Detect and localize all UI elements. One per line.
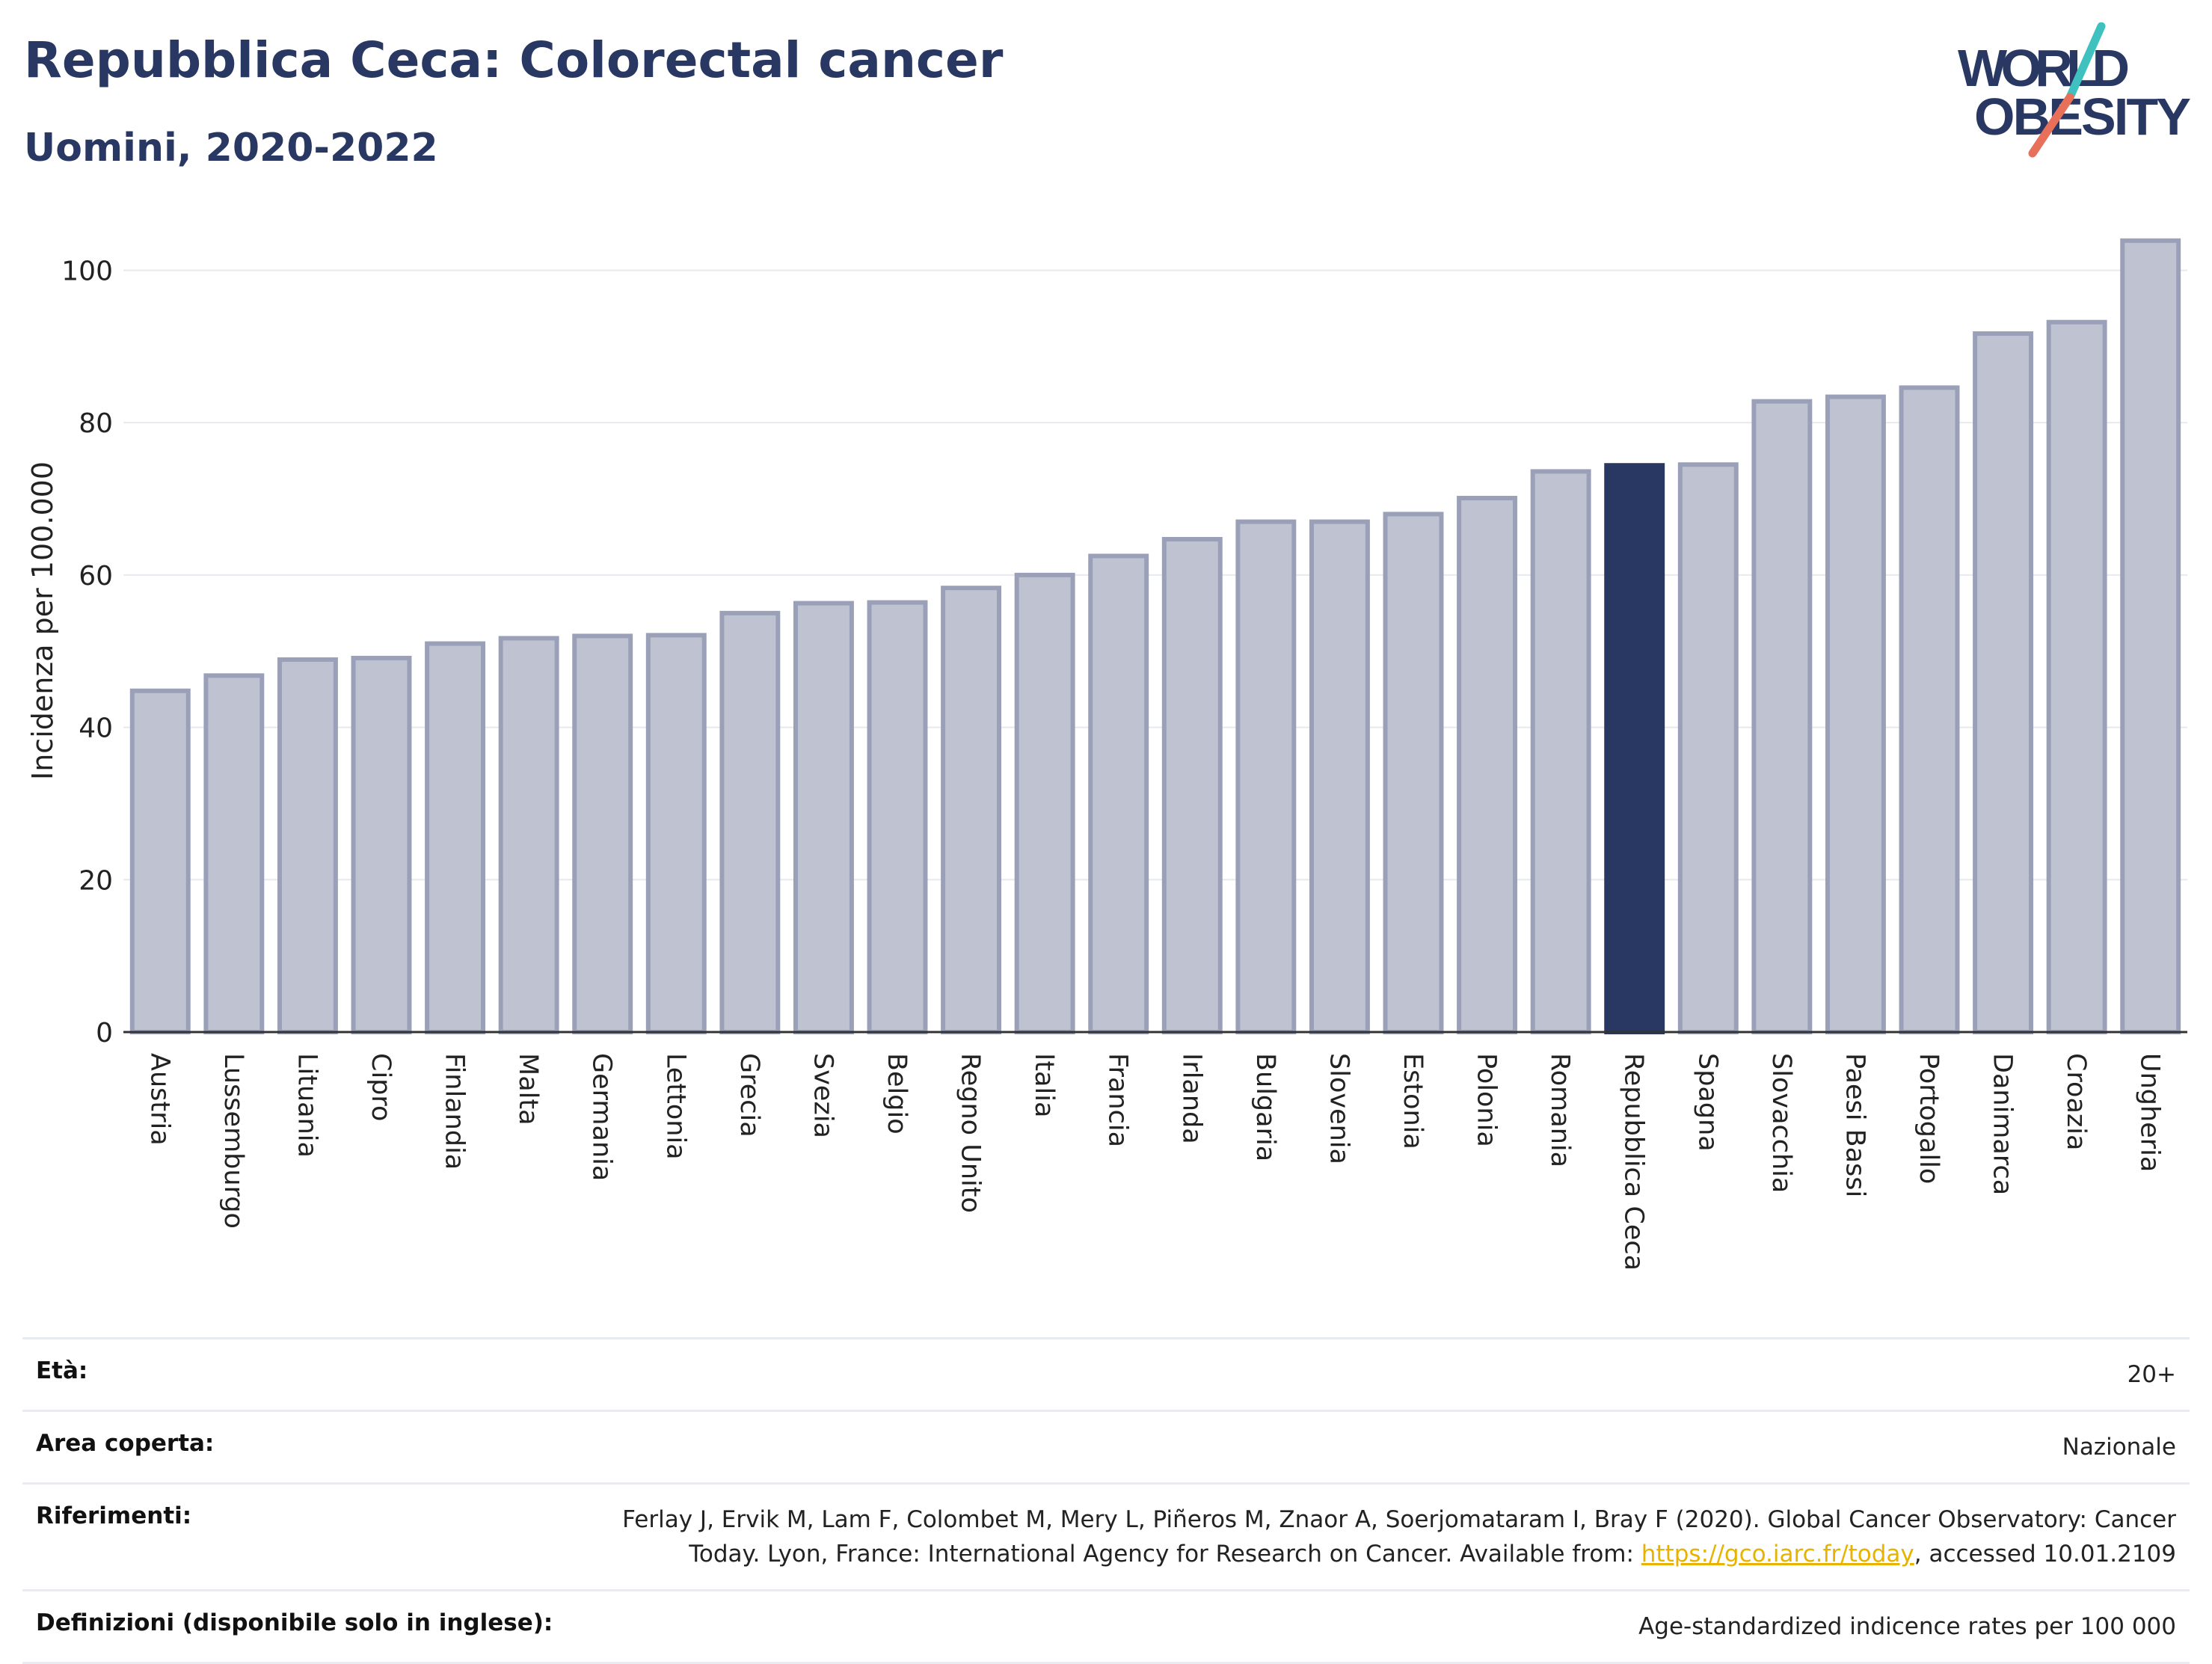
x-tick-label: Malta (513, 1053, 543, 1126)
x-tick-label: Estonia (1398, 1053, 1428, 1149)
x-tick-label: Bulgaria (1250, 1053, 1280, 1161)
bar (129, 688, 191, 1034)
x-tick-label: Polonia (1472, 1053, 1502, 1147)
y-tick-label: 60 (79, 561, 113, 592)
x-tick-label: Francia (1103, 1053, 1133, 1147)
y-tick-label: 80 (79, 408, 113, 439)
x-tick-label: Lituania (292, 1053, 322, 1158)
x-tick-label: Lettonia (660, 1053, 690, 1160)
bar (1457, 496, 1518, 1034)
reference-text: Ferlay J, Ervik M, Lam F, Colombet M, Me… (622, 1506, 2176, 1568)
bar-chart: 0 20 40 60 80 100 Austria Lussemburgo Lituania Ci… (26, 238, 2187, 1271)
reference-link[interactable]: https://gco.iarc.fr/today (1641, 1541, 1914, 1568)
bar (203, 673, 265, 1034)
bar (1014, 572, 1075, 1034)
x-tick-label: Svezia (808, 1053, 838, 1138)
chart-subtitle: Uomini, 2020-2022 (24, 126, 438, 171)
y-tick-label: 20 (79, 865, 113, 896)
info-row-age: Età: 20+ (22, 1337, 2190, 1410)
x-tick-label: Germania (587, 1053, 617, 1181)
bar (941, 586, 1002, 1034)
bar (351, 655, 412, 1034)
bar (1530, 469, 1591, 1034)
logo-line2: OBESITY (1974, 88, 2191, 146)
bar (719, 610, 781, 1034)
x-tick-label: Regno Unito (956, 1053, 986, 1213)
info-label-area: Area coperta: (36, 1430, 215, 1457)
info-value-age: 20+ (2127, 1361, 2176, 1388)
x-tick-label: Portogallo (1914, 1053, 1944, 1184)
x-tick-label: Ungheria (2135, 1053, 2165, 1172)
x-tick-label: Repubblica Ceca (1619, 1053, 1649, 1271)
bar (1088, 553, 1149, 1034)
x-tick-label: Grecia (734, 1053, 764, 1138)
y-tick-label: 100 (61, 256, 113, 286)
logo-slash-teal (2065, 22, 2106, 102)
bar (1825, 394, 1886, 1034)
x-tick-label: Spagna (1692, 1053, 1722, 1152)
bar (2046, 319, 2107, 1035)
bar (498, 636, 559, 1034)
x-tick-label: Irlanda (1176, 1053, 1206, 1144)
x-tick-label: Lussemburgo (218, 1053, 248, 1229)
bar (277, 657, 338, 1034)
info-row-definitions: Definizioni (disponibile solo in inglese… (22, 1589, 2190, 1664)
bar (1309, 519, 1370, 1034)
bar (1973, 331, 2034, 1035)
y-tick-label: 0 (96, 1018, 113, 1049)
bar (645, 633, 707, 1034)
bar (425, 641, 486, 1034)
bar (1677, 462, 1739, 1034)
info-label-definitions: Definizioni (disponibile solo in inglese… (36, 1609, 553, 1636)
x-tick-label: Danimarca (1988, 1053, 2018, 1195)
info-row-references: Riferimenti: Ferlay J, Ervik M, Lam F, C… (22, 1482, 2190, 1589)
logo-line1: WORLD (1958, 39, 2130, 97)
bar (1161, 537, 1223, 1034)
y-axis-label: Incidenza per 100.000 (26, 461, 59, 780)
info-value-definitions: Age-standardized indicence rates per 100… (1638, 1613, 2176, 1640)
bar (1235, 519, 1297, 1034)
x-tick-label: Slovacchia (1766, 1053, 1796, 1193)
bar (1899, 385, 1960, 1034)
info-table: Età: 20+ Area coperta: Nazionale Riferim… (22, 1337, 2190, 1664)
bar (572, 633, 633, 1034)
bar (1751, 399, 1813, 1034)
x-tick-label: Finlandia (440, 1053, 470, 1170)
bar (793, 601, 854, 1034)
y-tick-label: 40 (79, 713, 113, 744)
x-tick-label: Croazia (2061, 1053, 2091, 1150)
bar (1383, 512, 1444, 1034)
info-label-references: Riferimenti: (36, 1502, 192, 1529)
x-tick-label: Slovenia (1324, 1053, 1354, 1164)
info-label-age: Età: (36, 1357, 88, 1384)
bars (129, 238, 2181, 1035)
bar (2120, 238, 2181, 1034)
bar (867, 600, 928, 1034)
info-value-area: Nazionale (2062, 1434, 2176, 1461)
axes: 0 20 40 60 80 100 Austria Lussemburgo Lituania Ci… (61, 256, 2187, 1271)
info-value-references: Ferlay J, Ervik M, Lam F, Colombet M, Me… (568, 1502, 2176, 1571)
x-tick-label: Cipro (366, 1053, 396, 1121)
reference-accessed: , accessed 10.01.2109 (1914, 1541, 2176, 1568)
x-tick-label: Austria (144, 1053, 174, 1146)
x-tick-label: Romania (1545, 1053, 1575, 1167)
x-tick-label: Belgio (882, 1053, 912, 1135)
info-row-area: Area coperta: Nazionale (22, 1410, 2190, 1482)
world-obesity-logo: WORLD OBESITY (1958, 22, 2191, 158)
x-tick-label: Paesi Bassi (1840, 1053, 1870, 1197)
logo-slash-coral (2028, 93, 2074, 158)
x-tick-label: Italia (1029, 1053, 1059, 1117)
bar-highlighted (1604, 463, 1665, 1034)
chart-title: Repubblica Ceca: Colorectal cancer (24, 31, 1004, 89)
